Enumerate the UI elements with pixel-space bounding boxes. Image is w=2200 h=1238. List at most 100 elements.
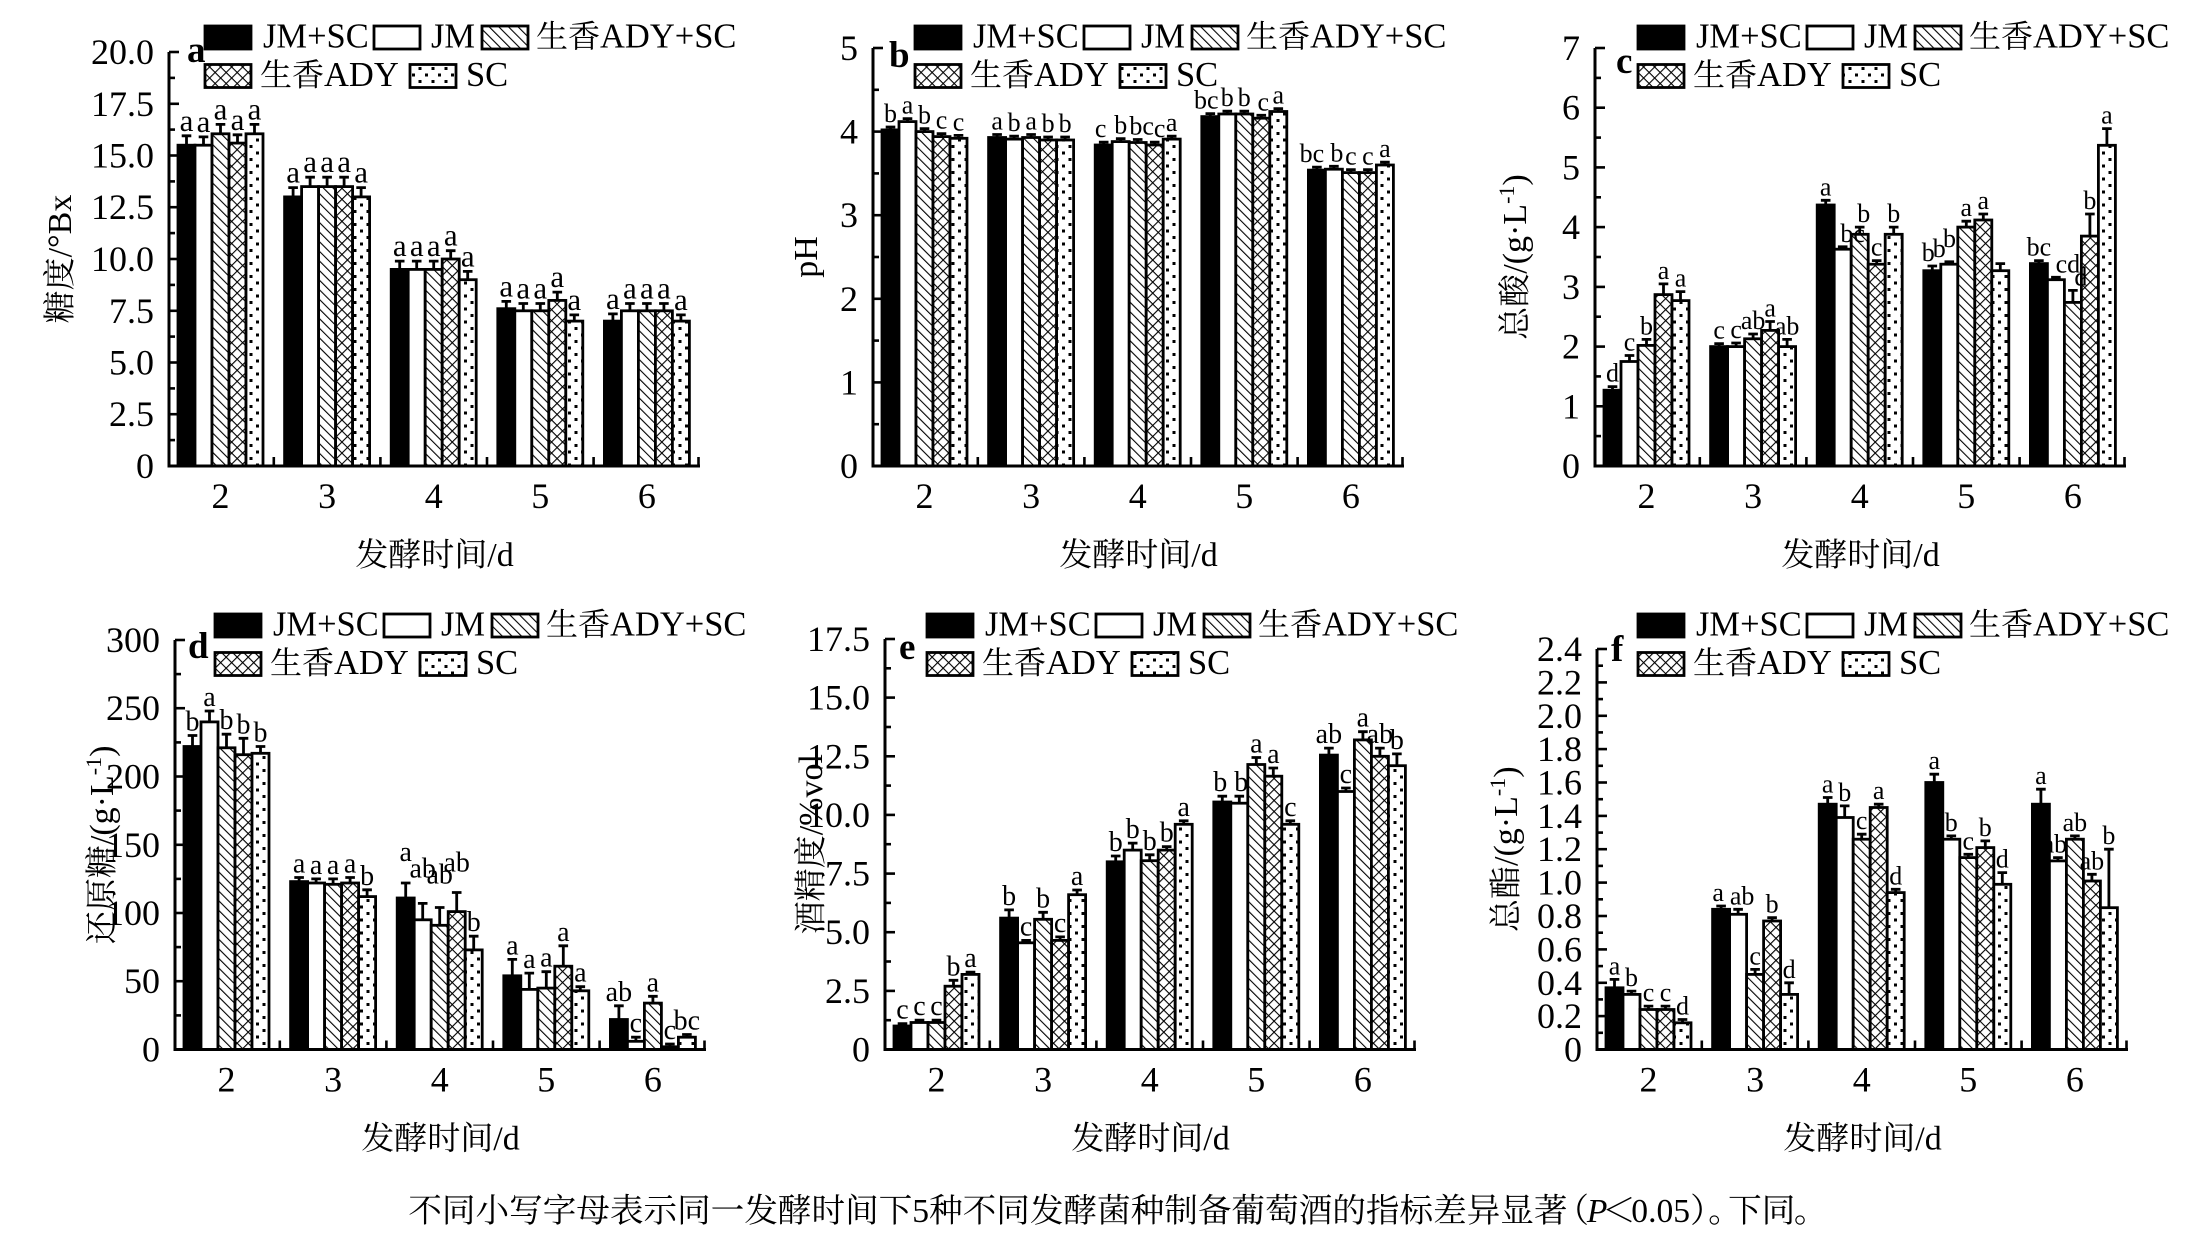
svg-text:f: f bbox=[1611, 629, 1624, 670]
svg-text:a: a bbox=[991, 107, 1003, 136]
svg-text:2: 2 bbox=[916, 476, 934, 516]
svg-text:ab: ab bbox=[426, 860, 452, 891]
svg-text:ab: ab bbox=[2043, 830, 2068, 859]
svg-text:2: 2 bbox=[218, 1060, 236, 1100]
svg-text:b: b bbox=[220, 705, 234, 736]
svg-text:4: 4 bbox=[1141, 1060, 1159, 1100]
svg-text:JM+SC: JM+SC bbox=[985, 606, 1091, 644]
svg-text:JM+SC: JM+SC bbox=[263, 18, 369, 56]
svg-text:a: a bbox=[1873, 776, 1885, 805]
svg-text:c: c bbox=[664, 1015, 676, 1046]
svg-text:ab: ab bbox=[2063, 808, 2088, 837]
svg-text:ADY: ADY bbox=[1046, 644, 1121, 682]
svg-text:-1: -1 bbox=[1494, 186, 1519, 204]
svg-text:b: b bbox=[1766, 890, 1779, 919]
svg-text:ab: ab bbox=[1367, 719, 1393, 750]
svg-text:bc: bc bbox=[1194, 86, 1219, 115]
svg-text:ADY+SC: ADY+SC bbox=[1310, 18, 1446, 56]
svg-text:c: c bbox=[1345, 142, 1357, 171]
svg-text:b: b bbox=[1640, 311, 1653, 340]
svg-text:b: b bbox=[1160, 818, 1174, 849]
svg-text:a: a bbox=[1658, 256, 1670, 285]
svg-text:a: a bbox=[1712, 878, 1724, 907]
svg-text:ab: ab bbox=[1775, 311, 1800, 340]
svg-text:ADY+SC: ADY+SC bbox=[2033, 18, 2169, 56]
svg-text:c: c bbox=[1730, 315, 1742, 344]
svg-text:a: a bbox=[533, 271, 547, 306]
svg-text:a: a bbox=[674, 282, 688, 317]
svg-text:5: 5 bbox=[537, 1060, 555, 1100]
svg-text:/(g·L: /(g·L bbox=[84, 775, 121, 845]
svg-text:a: a bbox=[293, 849, 306, 880]
svg-text:a: a bbox=[214, 91, 228, 126]
svg-text:ADY: ADY bbox=[334, 644, 409, 682]
svg-text:0: 0 bbox=[852, 1030, 870, 1070]
svg-text:c: c bbox=[1616, 41, 1632, 82]
svg-text:JM+SC: JM+SC bbox=[973, 18, 1079, 56]
svg-text:c: c bbox=[1749, 941, 1761, 970]
svg-text:c: c bbox=[896, 995, 908, 1026]
svg-text:a: a bbox=[1273, 81, 1285, 110]
svg-text:200: 200 bbox=[106, 757, 160, 797]
svg-text:a: a bbox=[1267, 739, 1280, 770]
svg-text:b: b bbox=[2102, 821, 2115, 850]
svg-text:2.5: 2.5 bbox=[109, 394, 154, 434]
svg-text:d: d bbox=[1606, 359, 1619, 388]
svg-text:a: a bbox=[1961, 193, 1973, 222]
svg-text:b: b bbox=[1143, 826, 1157, 857]
svg-text:4: 4 bbox=[1851, 476, 1869, 516]
svg-text:a: a bbox=[523, 944, 536, 975]
svg-text:3: 3 bbox=[1746, 1060, 1764, 1100]
svg-text:a: a bbox=[647, 967, 660, 998]
svg-text:a: a bbox=[1025, 107, 1037, 136]
svg-text:0.2: 0.2 bbox=[1537, 996, 1582, 1036]
svg-text:a: a bbox=[499, 268, 513, 303]
svg-text:ADY: ADY bbox=[1757, 56, 1832, 94]
svg-text:a: a bbox=[393, 228, 407, 263]
svg-text:a: a bbox=[1250, 729, 1263, 760]
svg-text:a: a bbox=[1177, 792, 1190, 823]
svg-text:15.0: 15.0 bbox=[807, 678, 870, 718]
svg-text:1.4: 1.4 bbox=[1537, 796, 1582, 836]
svg-text:c: c bbox=[1643, 978, 1655, 1007]
svg-text:a: a bbox=[337, 144, 351, 179]
svg-text:5: 5 bbox=[1247, 1060, 1265, 1100]
svg-text:ab: ab bbox=[1730, 881, 1755, 910]
svg-text:/d: /d bbox=[1203, 1121, 1229, 1158]
svg-text:bc: bc bbox=[1129, 112, 1154, 141]
svg-text:/(g·L: /(g·L bbox=[1497, 204, 1534, 274]
svg-text:6: 6 bbox=[2064, 476, 2082, 516]
svg-text:a: a bbox=[567, 282, 581, 317]
svg-text:c: c bbox=[1340, 759, 1352, 790]
svg-text:b: b bbox=[1390, 725, 1404, 756]
svg-text:4: 4 bbox=[1853, 1060, 1871, 1100]
svg-text:c: c bbox=[1660, 978, 1672, 1007]
svg-text:a: a bbox=[344, 849, 357, 880]
svg-text:a: a bbox=[410, 228, 424, 263]
svg-text:a: a bbox=[902, 91, 914, 120]
svg-text:b: b bbox=[1922, 238, 1935, 267]
svg-text:d: d bbox=[1676, 992, 1689, 1021]
svg-text:12.5: 12.5 bbox=[807, 736, 870, 776]
svg-text:b: b bbox=[254, 718, 268, 749]
svg-text:a: a bbox=[657, 271, 671, 306]
svg-text:b: b bbox=[1945, 808, 1958, 837]
svg-text:ab: ab bbox=[606, 977, 632, 1008]
svg-text:2.4: 2.4 bbox=[1537, 629, 1582, 669]
svg-text:c: c bbox=[1284, 792, 1296, 823]
svg-text:a: a bbox=[399, 837, 412, 868]
svg-text:7: 7 bbox=[1562, 28, 1580, 68]
svg-text:2: 2 bbox=[1562, 327, 1580, 367]
svg-text:ADY+SC: ADY+SC bbox=[610, 606, 746, 644]
svg-text:a: a bbox=[231, 102, 245, 137]
svg-text:0: 0 bbox=[136, 446, 154, 486]
svg-text:d: d bbox=[1996, 845, 2009, 874]
svg-text:a: a bbox=[303, 144, 317, 179]
svg-text:0.05: 0.05 bbox=[1631, 1193, 1690, 1230]
svg-text:e: e bbox=[899, 627, 915, 668]
svg-text:0.4: 0.4 bbox=[1537, 963, 1582, 1003]
svg-text:c: c bbox=[930, 991, 942, 1022]
svg-text:a: a bbox=[187, 30, 206, 71]
svg-text:0.8: 0.8 bbox=[1537, 896, 1582, 936]
svg-text:a: a bbox=[516, 271, 530, 306]
